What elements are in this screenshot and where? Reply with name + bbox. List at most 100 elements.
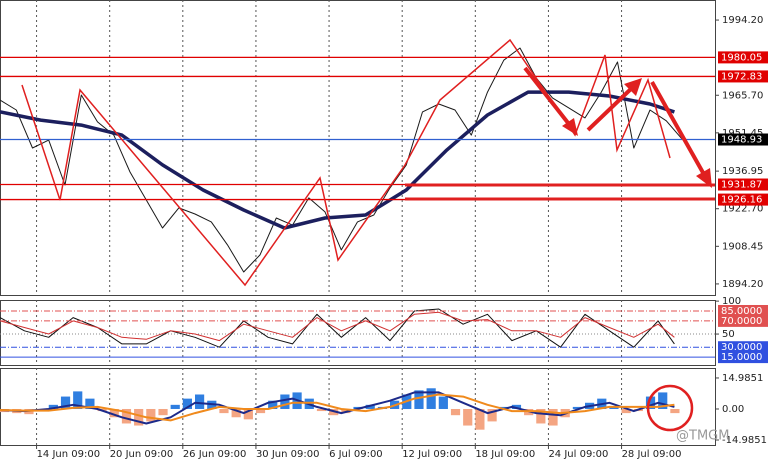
histogram-bar [48,404,58,409]
level-box-bg [718,51,768,64]
level-box-bg [718,314,768,327]
panel-frame [0,368,716,446]
level-box: 1980.05 [718,51,768,64]
histogram-bar [548,408,558,426]
histogram-bar [658,392,668,409]
histogram-bar [73,391,83,409]
level-box-bg [718,304,768,317]
series-line [0,311,675,342]
level-box: 15.0000 [718,351,768,364]
series-line [0,393,675,422]
histogram-bar [450,408,461,416]
y-tick-label: 100 [722,296,741,307]
panel-frame [0,300,716,366]
histogram-bar [414,390,424,409]
histogram-bar [85,398,95,409]
x-tick-label: 12 Jul 09:00 [402,449,462,460]
histogram-bar [487,408,497,422]
histogram-bar [268,400,278,409]
x-tick-label: 24 Jul 09:00 [548,449,608,460]
histogram-bar [475,408,485,430]
y-tick-label: 1908.45 [722,241,763,252]
level-box-bg [718,178,768,191]
panel: 1994.20 1965.70 1951.45 1936.95 1922.70 1908.… [0,0,768,296]
histogram-bar [426,388,436,409]
histogram-bar [365,404,375,409]
x-tick-label: 6 Jul 09:00 [329,449,383,460]
level-box-bg [718,351,768,364]
histogram-bar [195,394,205,409]
x-tick-label: 20 Jun 09:00 [110,449,174,460]
histogram-bar [219,408,229,414]
y-tick-label: 0.00 [722,404,744,415]
level-box: 85.0000 [718,304,768,317]
histogram-bar [316,408,327,412]
level-label: 1948.93 [721,135,762,146]
histogram-bar [109,408,119,418]
level-label: 1926.16 [721,195,762,206]
histogram-bar [158,408,168,416]
panel: 14.9851 0.00 -14.9851 [0,368,767,446]
histogram-bar [670,408,680,414]
histogram-bar [438,396,448,409]
x-tick-label: 14 Jun 09:00 [37,449,101,460]
level-label: 70.0000 [721,316,762,327]
level-box-bg [718,133,768,146]
y-tick-label: 50 [722,329,735,340]
series-line [0,90,675,230]
level-box: 1931.87 [718,178,768,191]
histogram-bar [231,408,241,418]
level-label: 85.0000 [721,306,762,317]
y-tick-label: 1951.45 [722,128,763,139]
x-tick-label: 28 Jul 09:00 [622,449,682,460]
level-label: 1980.05 [721,52,762,63]
annotations [21,38,715,432]
histogram-bar [243,408,253,420]
level-box: 30.0000 [718,341,768,354]
histogram-bar [255,408,266,414]
level-box: 70.0000 [718,314,768,327]
level-box-bg [718,70,768,83]
y-tick-label: 1894.20 [722,279,763,290]
histogram-bar [609,406,619,409]
highlight-circle [646,384,694,432]
x-tick-label: 18 Jul 09:00 [475,449,535,460]
trend-arrows [523,66,712,188]
y-tick-label: 1936.95 [722,166,763,177]
level-box-bg [718,193,768,206]
zigzag [21,38,671,287]
panel-frame [0,0,716,296]
histogram-bar [621,408,631,414]
histogram-bar [536,408,546,424]
x-tick-label: 30 Jun 09:00 [256,449,320,460]
y-tick-label: -14.9851 [722,435,767,446]
series-line [0,47,683,273]
y-tick-label: 14.9851 [722,373,763,384]
y-tick-label: 1965.70 [722,90,763,101]
histogram-bar [463,408,473,426]
histogram-bar [280,394,290,409]
histogram-bar [182,398,192,409]
histogram-bar [121,408,132,424]
histogram-bar [511,404,522,409]
y-tick-label: 1994.20 [722,15,763,26]
level-label: 1972.83 [721,71,762,82]
histogram-bar [572,406,582,409]
series-line [0,308,675,348]
histogram-bar [146,408,156,422]
histogram-bar [134,408,144,426]
watermark: @TMGM [676,429,729,444]
level-box: 1972.83 [718,70,768,83]
histogram-bar [60,396,71,409]
level-box-bg [718,341,768,354]
level-label: 15.0000 [721,352,762,363]
level-label: 1931.87 [721,180,762,191]
histogram-bar [645,396,656,409]
level-box: 1926.16 [718,193,768,206]
level-box: 1948.93 [718,133,768,146]
x-tick-label: 26 Jun 09:00 [183,449,247,460]
level-label: 30.0000 [721,342,762,353]
histogram-bar [170,404,180,409]
